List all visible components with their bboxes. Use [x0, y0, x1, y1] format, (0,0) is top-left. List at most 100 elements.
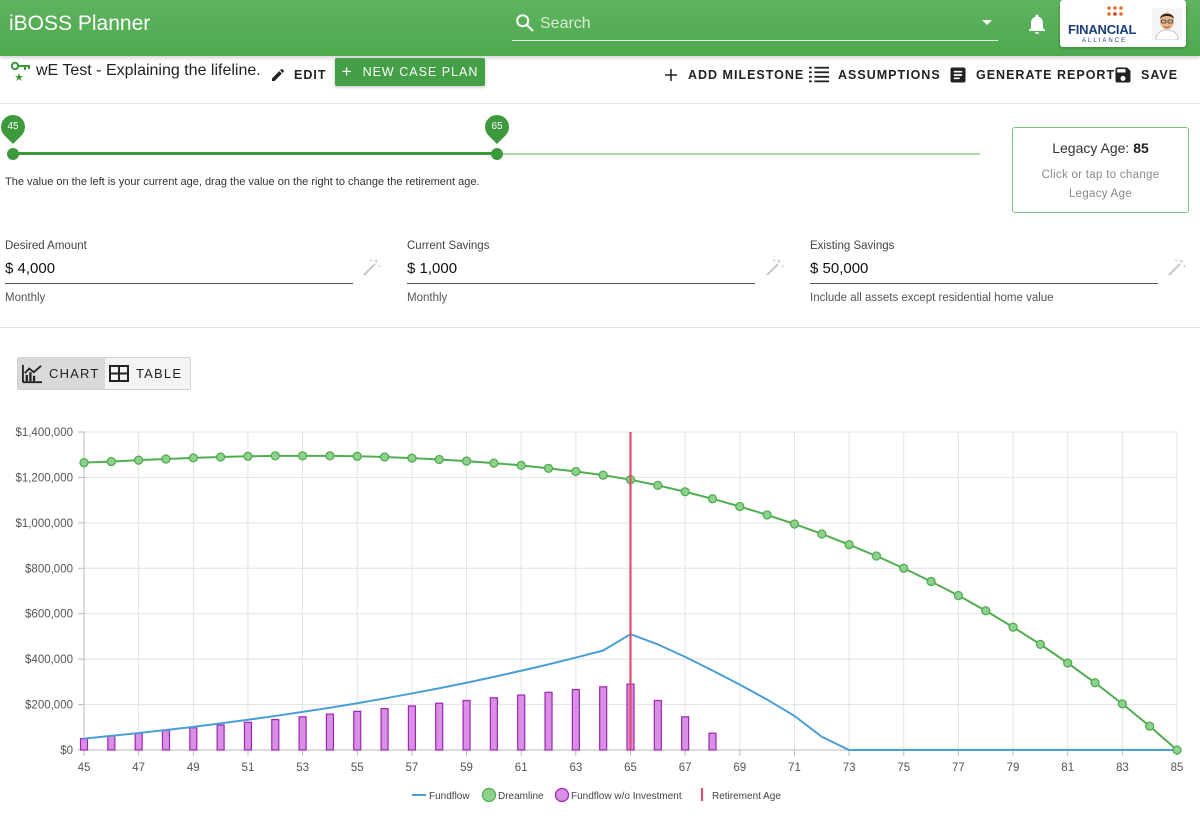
point-dreamline[interactable] — [817, 529, 827, 539]
bar-fundflow-no-investment[interactable] — [435, 702, 444, 751]
retirement-age-value[interactable]: 65 — [491, 121, 503, 132]
point-dreamline[interactable] — [407, 453, 417, 463]
table-toggle-button[interactable]: TABLE — [104, 358, 190, 389]
x-tick-label: 83 — [1116, 762, 1129, 774]
point-dreamline[interactable] — [1172, 745, 1182, 755]
search-dropdown-icon[interactable] — [982, 20, 992, 25]
point-dreamline[interactable] — [516, 460, 526, 471]
point-dreamline[interactable] — [789, 519, 800, 529]
magic-wand-icon[interactable] — [362, 257, 382, 277]
point-dreamline[interactable] — [325, 451, 335, 461]
bar-fundflow-no-investment[interactable] — [708, 732, 717, 751]
point-dreamline[interactable] — [735, 501, 745, 512]
point-dreamline[interactable] — [352, 451, 362, 461]
current-savings-input[interactable]: $ 1,000 — [407, 258, 755, 284]
point-dreamline[interactable] — [598, 470, 608, 480]
bar-fundflow-no-investment[interactable] — [161, 729, 171, 751]
point-dreamline[interactable] — [707, 494, 718, 504]
point-dreamline[interactable] — [1063, 658, 1073, 668]
chart-toggle-button[interactable]: CHART — [18, 358, 105, 389]
x-tick-label: 45 — [78, 762, 91, 774]
bar-fundflow-no-investment[interactable] — [298, 716, 307, 751]
point-dreamline[interactable] — [543, 463, 554, 473]
existing-savings-input[interactable]: $ 50,000 — [810, 258, 1158, 284]
point-dreamline[interactable] — [379, 452, 390, 462]
edit-button[interactable]: EDIT — [270, 62, 326, 88]
point-dreamline[interactable] — [270, 451, 280, 461]
generate-report-button[interactable]: GENERATE REPORT — [948, 62, 1115, 88]
bar-fundflow-no-investment[interactable] — [380, 708, 389, 751]
point-dreamline[interactable] — [188, 453, 198, 463]
point-dreamline[interactable] — [161, 454, 171, 464]
point-dreamline[interactable] — [762, 510, 772, 520]
point-dreamline[interactable] — [489, 458, 499, 468]
bar-fundflow-no-investment[interactable] — [407, 705, 416, 751]
legacy-age-card[interactable]: Legacy Age: 85 Click or tap to change Le… — [1012, 127, 1189, 213]
current-savings-label: Current Savings — [407, 240, 490, 252]
bar-fundflow-no-investment[interactable] — [134, 732, 143, 751]
bar-fundflow-no-investment[interactable] — [653, 699, 662, 751]
legacy-help-line1: Click or tap to change — [1041, 169, 1160, 181]
bar-fundflow-no-investment[interactable] — [571, 688, 580, 751]
bar-fundflow-no-investment[interactable] — [243, 721, 253, 751]
point-dreamline[interactable] — [215, 452, 226, 462]
point-dreamline[interactable] — [653, 480, 663, 491]
new-case-plan-button[interactable]: + NEW CASE PLAN — [335, 58, 485, 86]
magic-wand-icon[interactable] — [1167, 257, 1187, 277]
point-dreamline[interactable] — [1117, 699, 1127, 709]
bar-fundflow-no-investment[interactable] — [353, 710, 362, 751]
bar-fundflow-no-investment[interactable] — [489, 697, 498, 751]
legend-fundflow-no-investment-swatch — [554, 787, 570, 803]
assumptions-button[interactable]: ASSUMPTIONS — [808, 62, 941, 88]
point-dreamline[interactable] — [133, 455, 144, 465]
desired-amount-input[interactable]: $ 4,000 — [5, 258, 353, 284]
bar-fundflow-no-investment[interactable] — [107, 735, 116, 751]
point-dreamline[interactable] — [243, 451, 253, 461]
bell-icon[interactable] — [1025, 12, 1049, 36]
point-dreamline[interactable] — [926, 576, 936, 587]
fundflow-chart[interactable]: $0 $200,000 $400,000 $600,000 $800,000 $1,000… — [0, 420, 1200, 820]
x-tick-label: 81 — [1061, 762, 1074, 774]
point-dreamline[interactable] — [79, 458, 89, 468]
current-age-value: 45 — [7, 121, 19, 132]
bar-fundflow-no-investment[interactable] — [681, 716, 690, 751]
search-input[interactable] — [540, 12, 960, 36]
point-dreamline[interactable] — [953, 590, 964, 601]
slider-fill — [12, 152, 496, 155]
bar-fundflow-no-investment[interactable] — [517, 694, 526, 751]
avatar[interactable] — [1152, 8, 1182, 40]
magic-wand-icon[interactable] — [765, 257, 785, 277]
add-milestone-button[interactable]: ADD MILESTONE — [662, 62, 804, 88]
pencil-icon — [272, 69, 284, 81]
point-dreamline[interactable] — [1035, 639, 1046, 650]
point-dreamline[interactable] — [899, 563, 909, 573]
point-dreamline[interactable] — [981, 606, 991, 616]
list-icon — [809, 66, 829, 83]
chart-toggle-label: CHART — [49, 366, 100, 381]
save-button[interactable]: SAVE — [1113, 62, 1178, 88]
point-dreamline[interactable] — [1008, 622, 1018, 632]
point-dreamline[interactable] — [461, 456, 472, 466]
bar-fundflow-no-investment[interactable] — [79, 738, 89, 751]
bar-fundflow-no-investment[interactable] — [544, 691, 553, 751]
point-dreamline[interactable] — [1090, 678, 1100, 688]
point-dreamline[interactable] — [871, 551, 882, 561]
app-title[interactable]: iBOSS Planner — [9, 12, 151, 35]
bar-fundflow-no-investment[interactable] — [216, 724, 225, 751]
bar-fundflow-no-investment[interactable] — [271, 718, 280, 751]
brand-tagline: ALLIANCE — [1082, 38, 1128, 44]
point-dreamline[interactable] — [1145, 721, 1155, 731]
point-dreamline[interactable] — [106, 456, 116, 467]
point-dreamline[interactable] — [571, 466, 581, 477]
brand-card[interactable]: FINANCIAL ALLIANCE — [1060, 0, 1186, 47]
bar-fundflow-no-investment[interactable] — [189, 727, 198, 751]
point-dreamline[interactable] — [844, 540, 854, 550]
search-bar[interactable] — [512, 9, 998, 41]
point-dreamline[interactable] — [297, 451, 308, 461]
retirement-age-knob[interactable] — [491, 148, 503, 160]
bar-fundflow-no-investment[interactable] — [599, 686, 608, 751]
point-dreamline[interactable] — [434, 454, 444, 465]
bar-fundflow-no-investment[interactable] — [462, 699, 471, 751]
point-dreamline[interactable] — [680, 487, 690, 497]
bar-fundflow-no-investment[interactable] — [325, 713, 335, 751]
